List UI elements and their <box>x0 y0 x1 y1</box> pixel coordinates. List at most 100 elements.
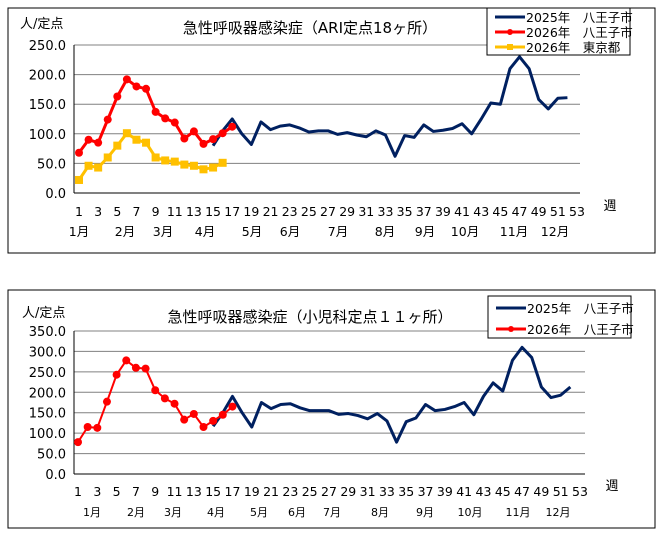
legend: 2025年 八王子市 2026年 八王子市 <box>487 295 634 339</box>
legend-marker <box>507 29 513 35</box>
x-tick-label: 47 <box>512 204 528 219</box>
x-tick-label: 33 <box>378 204 394 219</box>
data-point <box>180 134 189 143</box>
legend-label: 2026年 八王子市 <box>526 25 633 40</box>
x-tick-label: 39 <box>435 204 451 219</box>
x-tick-label: 5 <box>113 204 121 219</box>
x-tick-label: 25 <box>301 204 317 219</box>
data-point <box>170 118 179 127</box>
data-point <box>209 416 218 425</box>
y-tick-label: 0.0 <box>45 468 66 483</box>
x-tick-label: 7 <box>132 484 140 499</box>
month-label: 1月 <box>69 224 89 239</box>
month-label: 7月 <box>328 224 348 239</box>
month-label: 9月 <box>416 506 434 519</box>
x-axis-label: 週 <box>603 199 616 214</box>
data-point <box>141 364 150 373</box>
data-point <box>122 75 131 84</box>
data-point <box>189 127 198 136</box>
month-label: 11月 <box>506 506 531 519</box>
data-point <box>84 135 93 144</box>
month-label: 11月 <box>500 224 528 239</box>
data-point <box>170 399 179 408</box>
x-tick-label: 5 <box>113 484 121 499</box>
data-point <box>180 415 189 424</box>
data-point <box>93 423 102 432</box>
month-label: 10月 <box>451 224 479 239</box>
x-tick-label: 39 <box>437 484 453 499</box>
x-tick-label: 29 <box>339 204 355 219</box>
month-label: 8月 <box>371 506 389 519</box>
x-tick-label: 11 <box>167 484 183 499</box>
series-1 <box>211 345 572 444</box>
data-point <box>199 165 208 174</box>
data-point <box>122 129 131 138</box>
data-point <box>113 92 122 101</box>
series-2 <box>75 75 237 157</box>
data-point <box>189 161 198 170</box>
x-tick-label: 25 <box>302 484 318 499</box>
series-line <box>211 55 568 158</box>
x-tick-label: 27 <box>321 484 337 499</box>
x-tick-label: 35 <box>398 484 414 499</box>
legend-label: 2026年 八王子市 <box>527 322 634 337</box>
month-label: 12月 <box>546 506 571 519</box>
x-tick-label: 51 <box>553 484 569 499</box>
month-label: 4月 <box>207 506 225 519</box>
x-tick-label: 31 <box>360 484 376 499</box>
x-tick-label: 37 <box>418 484 434 499</box>
month-label: 6月 <box>280 224 300 239</box>
month-label: 10月 <box>458 506 483 519</box>
data-point <box>132 82 141 91</box>
x-tick-label: 35 <box>397 204 413 219</box>
x-tick-label: 53 <box>569 204 585 219</box>
x-tick-label: 15 <box>205 204 221 219</box>
y-tick-label: 250.0 <box>29 366 66 381</box>
data-point <box>83 423 92 432</box>
data-point <box>112 370 121 379</box>
x-tick-label: 13 <box>186 484 202 499</box>
data-point <box>228 122 237 131</box>
y-axis-label: 人/定点 <box>20 17 63 32</box>
month-label: 3月 <box>153 224 173 239</box>
x-tick-label: 33 <box>379 484 395 499</box>
data-point <box>113 141 122 150</box>
x-tick-label: 31 <box>358 204 374 219</box>
x-tick-label: 9 <box>151 484 159 499</box>
legend-marker <box>507 44 513 50</box>
data-point <box>75 148 83 157</box>
data-point <box>103 153 112 162</box>
data-point <box>199 423 208 432</box>
chart-title: 急性呼吸器感染症（小児科定点１１ヶ所） <box>167 308 452 326</box>
data-point <box>151 153 160 162</box>
x-tick-label: 53 <box>572 484 588 499</box>
data-point <box>84 161 93 170</box>
x-tick-label: 41 <box>456 484 472 499</box>
month-label: 2月 <box>115 224 135 239</box>
data-point <box>122 356 131 365</box>
data-point <box>74 438 82 447</box>
data-point <box>94 138 103 147</box>
series-3 <box>75 129 227 184</box>
legend-box <box>487 295 632 339</box>
data-point <box>161 156 170 165</box>
y-tick-label: 50.0 <box>37 157 66 172</box>
data-point <box>131 363 140 372</box>
data-point <box>151 107 160 116</box>
data-point <box>160 394 169 403</box>
legend-label: 2025年 八王子市 <box>526 10 633 25</box>
data-point <box>218 129 227 138</box>
series-2 <box>74 356 237 447</box>
x-tick-label: 3 <box>93 484 101 499</box>
month-label: 12月 <box>541 224 569 239</box>
y-tick-label: 100.0 <box>29 128 66 143</box>
month-label: 6月 <box>288 506 306 519</box>
y-tick-label: 0.0 <box>45 187 66 202</box>
data-point <box>151 386 160 395</box>
series-line <box>77 131 224 181</box>
data-point <box>170 157 179 166</box>
month-label: 3月 <box>164 506 182 519</box>
month-label: 8月 <box>375 224 395 239</box>
